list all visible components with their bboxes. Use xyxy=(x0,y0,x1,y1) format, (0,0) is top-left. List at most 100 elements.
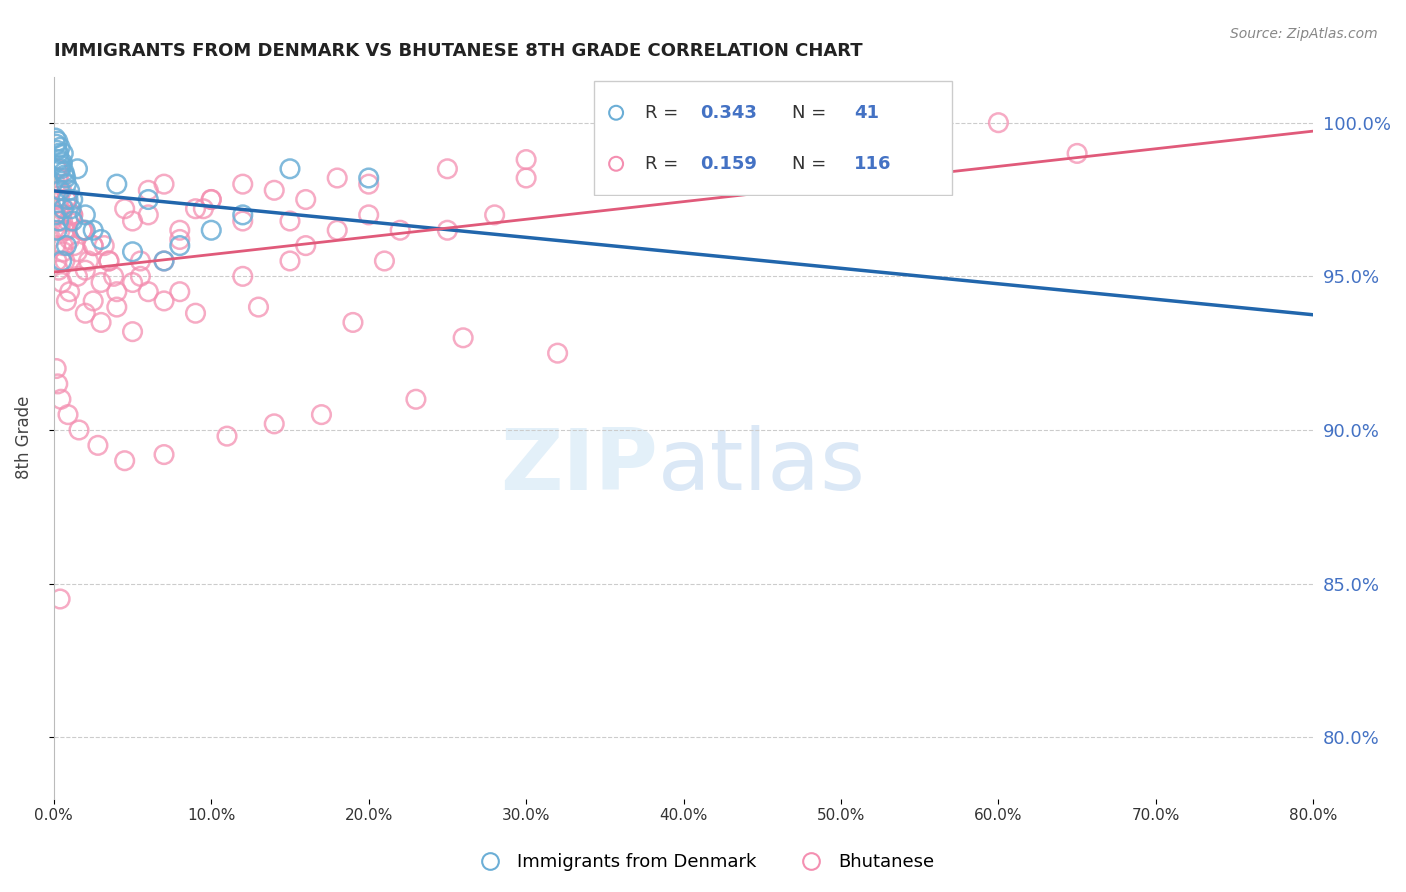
Point xyxy=(45,177,67,191)
Point xyxy=(52,238,75,252)
Point xyxy=(326,171,349,186)
Point xyxy=(103,269,125,284)
Point xyxy=(278,254,301,268)
Point xyxy=(136,193,159,207)
Point xyxy=(153,293,176,308)
Point xyxy=(641,161,664,176)
Point xyxy=(93,238,115,252)
Point xyxy=(405,392,427,407)
Point xyxy=(90,276,112,290)
Point xyxy=(184,306,207,320)
Point xyxy=(52,244,75,259)
Point xyxy=(105,177,128,191)
Point xyxy=(49,214,72,228)
Point xyxy=(121,244,143,259)
Point xyxy=(52,146,75,161)
Point xyxy=(60,208,83,222)
Point xyxy=(278,161,301,176)
Point xyxy=(373,254,395,268)
Point xyxy=(53,165,76,179)
Point xyxy=(46,144,69,158)
Point xyxy=(58,285,80,299)
Point xyxy=(82,293,104,308)
Point xyxy=(46,223,69,237)
Point xyxy=(48,146,70,161)
Point xyxy=(830,131,852,145)
Point xyxy=(278,214,301,228)
Point xyxy=(357,177,380,191)
Point xyxy=(49,161,72,176)
Point xyxy=(153,254,176,268)
Legend: Immigrants from Denmark, Bhutanese: Immigrants from Denmark, Bhutanese xyxy=(465,847,941,879)
Point xyxy=(62,208,84,222)
Point xyxy=(55,171,77,186)
Point xyxy=(63,238,86,252)
Point xyxy=(46,376,69,391)
Point xyxy=(45,137,67,152)
Text: N =: N = xyxy=(792,103,825,121)
Point xyxy=(46,161,69,176)
Point xyxy=(73,223,96,237)
Point xyxy=(90,232,112,246)
Point xyxy=(66,161,89,176)
Point xyxy=(62,208,84,222)
Point xyxy=(55,193,77,207)
Point xyxy=(48,183,70,197)
FancyBboxPatch shape xyxy=(595,81,952,195)
Point xyxy=(48,263,70,277)
Point xyxy=(97,254,120,268)
Point xyxy=(215,429,238,443)
Point xyxy=(484,208,506,222)
Point xyxy=(908,146,931,161)
Point xyxy=(55,293,77,308)
Text: N =: N = xyxy=(792,155,825,173)
Point xyxy=(53,254,76,268)
Point xyxy=(515,171,537,186)
Point xyxy=(55,177,77,191)
Text: R =: R = xyxy=(645,155,679,173)
Point xyxy=(169,238,191,252)
Point xyxy=(52,202,75,216)
Point xyxy=(114,454,136,468)
Point xyxy=(70,223,93,237)
Point xyxy=(129,254,152,268)
Point xyxy=(48,171,70,186)
Point xyxy=(311,408,333,422)
Point xyxy=(169,285,191,299)
Point xyxy=(49,183,72,197)
Point xyxy=(105,285,128,299)
Point xyxy=(200,193,222,207)
Point xyxy=(49,140,72,154)
Point xyxy=(60,202,83,216)
Point xyxy=(436,223,458,237)
Point xyxy=(48,153,70,167)
Point xyxy=(56,408,79,422)
Point xyxy=(232,214,254,228)
Point xyxy=(121,214,143,228)
Point xyxy=(82,238,104,252)
Point xyxy=(49,223,72,237)
Point xyxy=(77,254,100,268)
Point xyxy=(342,315,364,329)
Point xyxy=(62,214,84,228)
Point xyxy=(82,238,104,252)
Point xyxy=(672,140,695,154)
Point xyxy=(58,183,80,197)
Point xyxy=(136,208,159,222)
Point xyxy=(97,254,120,268)
Point xyxy=(49,592,72,607)
Point xyxy=(136,183,159,197)
Point xyxy=(70,223,93,237)
Point xyxy=(51,155,73,169)
Point xyxy=(62,193,84,207)
Point xyxy=(294,238,316,252)
Point xyxy=(53,168,76,182)
Point xyxy=(515,153,537,167)
Point xyxy=(44,131,66,145)
Point xyxy=(247,300,270,314)
Point xyxy=(987,116,1010,130)
Point xyxy=(136,285,159,299)
Point xyxy=(58,232,80,246)
Point xyxy=(193,202,215,216)
Point xyxy=(593,146,616,161)
